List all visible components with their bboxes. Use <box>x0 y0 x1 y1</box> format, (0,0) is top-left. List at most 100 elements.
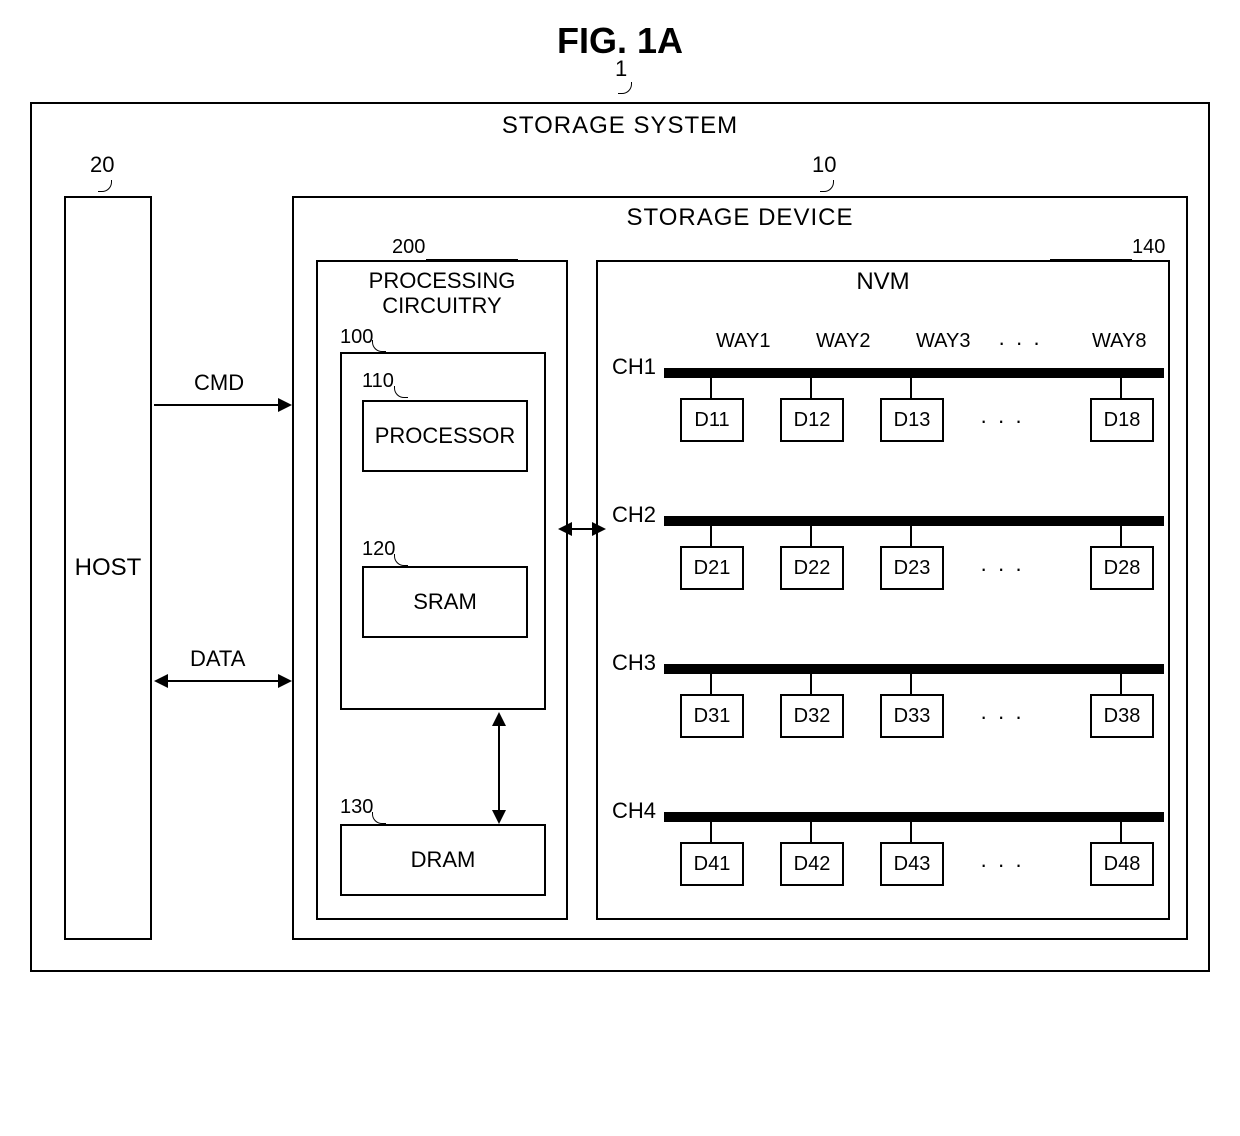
die-box: D32 <box>780 694 844 738</box>
die-stem <box>910 524 912 546</box>
dram-label: DRAM <box>411 847 476 873</box>
die-ellipsis: · · · <box>980 704 1024 730</box>
proc-nvm-arrow-left <box>558 522 572 536</box>
ref-tick <box>372 812 386 824</box>
controller-box: 110 PROCESSOR 120 SRAM <box>340 352 546 710</box>
die-box: D42 <box>780 842 844 886</box>
ref-tick <box>426 246 518 260</box>
die-stem <box>710 376 712 398</box>
die-stem <box>910 376 912 398</box>
die-ellipsis: · · · <box>980 408 1024 434</box>
channel-label: CH1 <box>612 354 656 380</box>
ref-tick <box>98 180 112 192</box>
die-stem <box>1120 672 1122 694</box>
way3-label: WAY3 <box>916 330 970 353</box>
ref-host: 20 <box>90 152 114 178</box>
die-ellipsis: · · · <box>980 852 1024 878</box>
sram-label: SRAM <box>413 589 477 615</box>
dram-arrow-down <box>492 810 506 824</box>
die-stem <box>710 820 712 842</box>
die-box: D43 <box>880 842 944 886</box>
processing-circuitry-title: PROCESSING CIRCUITRY <box>318 268 566 319</box>
die-box: D11 <box>680 398 744 442</box>
ref-tick <box>1050 246 1132 260</box>
ref-controller: 100 <box>340 326 373 349</box>
cmd-label: CMD <box>194 370 244 396</box>
cmd-arrow-head <box>278 398 292 412</box>
ref-system: 1 <box>615 56 627 82</box>
die-stem <box>810 524 812 546</box>
channel-label: CH3 <box>612 650 656 676</box>
channel-bar <box>664 368 1164 378</box>
way8-label: WAY8 <box>1092 330 1146 353</box>
die-box: D18 <box>1090 398 1154 442</box>
storage-system-box: STORAGE SYSTEM 20 HOST 10 CMD DATA STORA… <box>30 102 1210 972</box>
storage-system-title: STORAGE SYSTEM <box>32 112 1208 140</box>
way2-label: WAY2 <box>816 330 870 353</box>
data-label: DATA <box>190 646 245 672</box>
channel-label: CH2 <box>612 502 656 528</box>
die-stem <box>710 672 712 694</box>
ref-storage-device: 10 <box>812 152 836 178</box>
ref-tick <box>394 554 408 566</box>
die-box: D28 <box>1090 546 1154 590</box>
dram-box: DRAM <box>340 824 546 896</box>
die-box: D48 <box>1090 842 1154 886</box>
die-box: D21 <box>680 546 744 590</box>
ref-tick <box>820 180 834 192</box>
sram-box: SRAM <box>362 566 528 638</box>
data-arrow-head-right <box>278 674 292 688</box>
die-stem <box>910 672 912 694</box>
ref-tick <box>394 386 408 398</box>
channel-label: CH4 <box>612 798 656 824</box>
channel-row: CH1D11D12D13D18· · · <box>612 368 1168 452</box>
channel-bar <box>664 516 1164 526</box>
die-stem <box>810 820 812 842</box>
nvm-title: NVM <box>598 268 1168 296</box>
data-arrow-head-left <box>154 674 168 688</box>
channel-row: CH3D31D32D33D38· · · <box>612 664 1168 748</box>
die-box: D33 <box>880 694 944 738</box>
proc-nvm-arrow-line <box>570 528 594 530</box>
die-stem <box>1120 376 1122 398</box>
storage-device-box: STORAGE DEVICE 200 140 PROCESSING CIRCUI… <box>292 196 1188 940</box>
pc-title-line2: CIRCUITRY <box>382 293 501 318</box>
storage-device-title: STORAGE DEVICE <box>294 204 1186 232</box>
way1-label: WAY1 <box>716 330 770 353</box>
die-stem <box>710 524 712 546</box>
ref-sram: 120 <box>362 538 395 561</box>
die-box: D31 <box>680 694 744 738</box>
nvm-box: NVM WAY1 WAY2 WAY3 · · · WAY8 CH1 D11 D12 D… <box>596 260 1170 920</box>
die-ellipsis: · · · <box>980 556 1024 582</box>
ref-tick <box>372 340 386 352</box>
cmd-arrow-line <box>154 404 280 406</box>
die-box: D38 <box>1090 694 1154 738</box>
dram-arrow-up <box>492 712 506 726</box>
ref-nvm: 140 <box>1132 236 1165 259</box>
die-stem <box>810 672 812 694</box>
channel-bar <box>664 812 1164 822</box>
channel-bar <box>664 664 1164 674</box>
ref-processor: 110 <box>362 370 394 393</box>
die-stem <box>1120 524 1122 546</box>
ref-processing-circuitry: 200 <box>392 236 425 259</box>
die-box: D12 <box>780 398 844 442</box>
die-box: D22 <box>780 546 844 590</box>
die-stem <box>910 820 912 842</box>
diagram-container: 1 STORAGE SYSTEM 20 HOST 10 CMD DATA STO… <box>30 102 1210 972</box>
data-arrow-line <box>166 680 280 682</box>
die-box: D13 <box>880 398 944 442</box>
die-stem <box>810 376 812 398</box>
host-box: HOST <box>64 196 152 940</box>
processor-box: PROCESSOR <box>362 400 528 472</box>
ref-dram: 130 <box>340 796 373 819</box>
channel-row: CH2D21D22D23D28· · · <box>612 516 1168 600</box>
pc-title-line1: PROCESSING <box>369 268 516 293</box>
way-ellipsis: · · · <box>998 330 1042 356</box>
die-box: D23 <box>880 546 944 590</box>
channel-row: CH4D41D42D43D48· · · <box>612 812 1168 896</box>
die-box: D41 <box>680 842 744 886</box>
ref-tick <box>618 82 632 94</box>
die-stem <box>1120 820 1122 842</box>
processing-circuitry-box: PROCESSING CIRCUITRY 100 110 PROCESSOR 1… <box>316 260 568 920</box>
